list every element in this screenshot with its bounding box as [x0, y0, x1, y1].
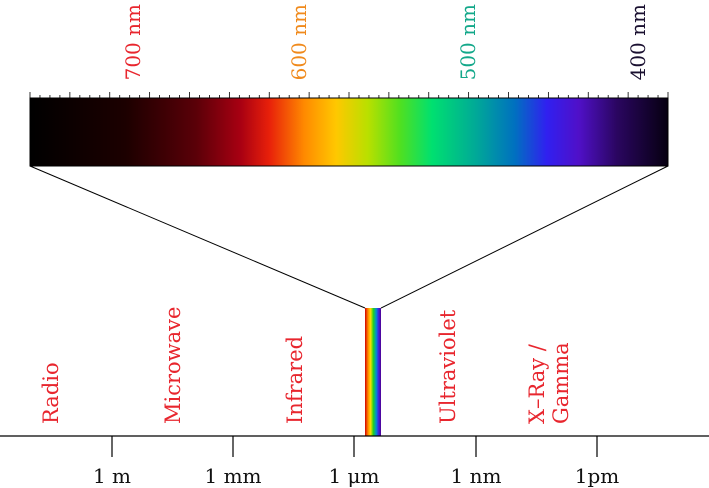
axis-tick-label: 1pm	[575, 464, 620, 488]
band-labels: Radio Microwave Infrared Ultraviolet X–Ray /…	[39, 307, 573, 424]
axis-tick-label: 1 mm	[204, 464, 261, 488]
visible-band-marker	[365, 308, 381, 436]
axis-tick-label: 1 m	[93, 464, 131, 488]
axis-tick-label: 1 nm	[451, 464, 502, 488]
band-label: Gamma	[549, 342, 573, 424]
band-label: Radio	[39, 362, 63, 424]
axis-ticks: 1 m 1 mm 1 μm 1 nm 1pm	[93, 436, 619, 488]
wavelength-label: 500 nm	[456, 4, 480, 80]
zoom-line-right	[380, 165, 669, 309]
band-label: Microwave	[161, 307, 185, 424]
wavelength-label: 700 nm	[121, 4, 145, 80]
wavelength-label: 600 nm	[287, 4, 311, 80]
axis-tick-label: 1 μm	[328, 464, 379, 488]
spectrum-ruler-ticks	[29, 92, 669, 98]
band-label: X–Ray /	[525, 343, 549, 424]
band-label: Ultraviolet	[436, 309, 460, 424]
visible-spectrum-bar	[29, 97, 669, 167]
zoom-line-left	[29, 165, 366, 309]
band-label: Infrared	[283, 336, 307, 424]
wavelength-label: 400 nm	[626, 4, 650, 80]
wavelength-labels: 700 nm 600 nm 500 nm 400 nm	[121, 4, 650, 80]
